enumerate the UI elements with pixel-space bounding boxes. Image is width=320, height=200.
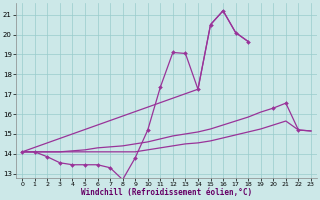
X-axis label: Windchill (Refroidissement éolien,°C): Windchill (Refroidissement éolien,°C) <box>81 188 252 197</box>
